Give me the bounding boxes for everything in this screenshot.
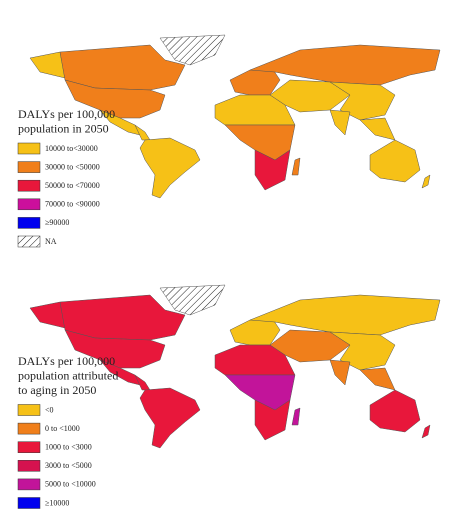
- country-region: [421, 424, 431, 439]
- country-region: [249, 44, 441, 86]
- legend-label: 50000 to <70000: [45, 181, 100, 190]
- legend-title: to aging in 2050: [18, 383, 96, 397]
- legend-swatch: [17, 179, 41, 192]
- country-region: [291, 157, 301, 176]
- legend-label: 0 to <1000: [45, 424, 80, 433]
- legend-swatch: [17, 235, 41, 248]
- legend-label: 1000 to <3000: [45, 443, 92, 452]
- world-map: [29, 34, 441, 199]
- legend-label: ≥90000: [45, 218, 69, 227]
- legend-swatch: [17, 422, 41, 435]
- country-region: [59, 44, 186, 91]
- legend-swatch: [17, 441, 41, 453]
- country-region: [369, 389, 421, 433]
- legend-label: 30000 to <50000: [45, 162, 100, 171]
- country-region: [64, 329, 166, 369]
- legend-label: ≥10000: [45, 498, 69, 507]
- legend-swatch: [17, 217, 41, 229]
- legend-title: DALYs per 100,000: [18, 354, 115, 368]
- legend-swatch: [17, 142, 41, 155]
- country-region: [359, 367, 396, 391]
- country-region: [329, 109, 351, 136]
- legend-swatch: [17, 404, 41, 416]
- country-region: [329, 331, 396, 371]
- country-region: [29, 301, 66, 329]
- country-region: [329, 359, 351, 386]
- legend-title: population attributed: [18, 369, 118, 383]
- legend-label: NA: [45, 237, 57, 246]
- country-region: [59, 294, 186, 341]
- legend-swatch: [17, 460, 41, 472]
- country-region: [29, 51, 66, 79]
- country-region: [139, 137, 201, 199]
- country-region: [159, 34, 226, 66]
- legend-swatch: [17, 497, 41, 509]
- country-region: [159, 284, 226, 316]
- legend-swatch: [17, 161, 41, 173]
- legend-title: population in 2050: [18, 122, 109, 136]
- country-region: [291, 407, 301, 426]
- country-region: [254, 149, 291, 191]
- country-region: [421, 174, 431, 189]
- legend-label: 10000 to<30000: [45, 144, 98, 153]
- legend-label: 5000 to <10000: [45, 480, 96, 489]
- country-region: [369, 139, 421, 183]
- legend-label: 3000 to <5000: [45, 461, 92, 470]
- country-region: [254, 399, 291, 441]
- world-map: [29, 284, 441, 449]
- legend-swatch: [17, 198, 41, 211]
- country-region: [269, 329, 351, 363]
- country-region: [359, 117, 396, 141]
- legend-label: <0: [45, 405, 54, 414]
- legend-swatch: [17, 478, 41, 491]
- legend-label: 70000 to <90000: [45, 200, 100, 209]
- legend-title: DALYs per 100,000: [18, 107, 115, 121]
- country-region: [329, 81, 396, 121]
- country-region: [249, 294, 441, 336]
- country-region: [139, 387, 201, 449]
- country-region: [64, 79, 166, 119]
- country-region: [269, 79, 351, 113]
